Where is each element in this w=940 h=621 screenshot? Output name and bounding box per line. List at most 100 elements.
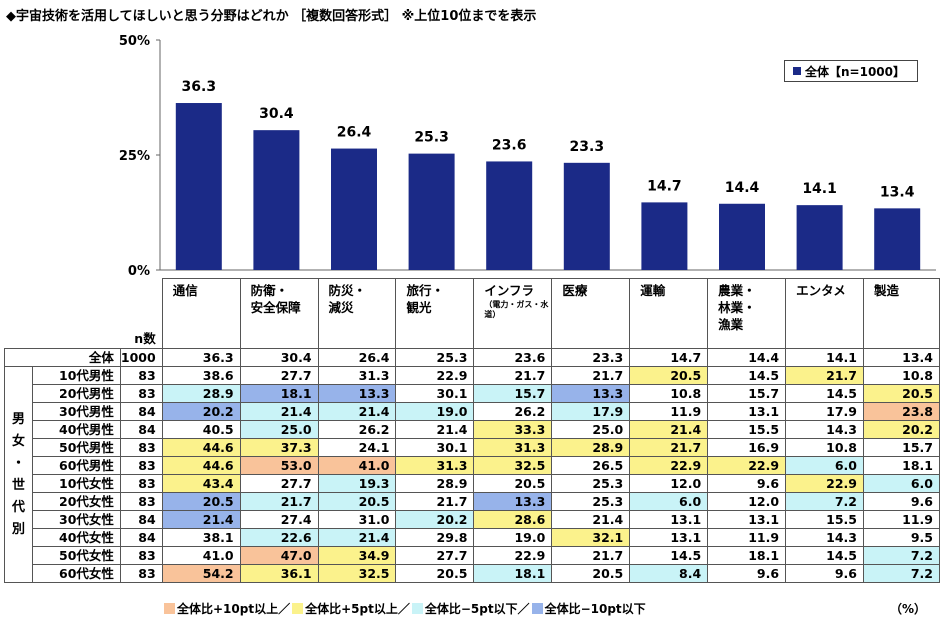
column-header-line: 運輸	[640, 283, 666, 298]
group-label: 男女・世代別	[4, 366, 33, 583]
table-cell: 25.3	[551, 474, 631, 493]
bar	[486, 161, 533, 270]
table-cell: 32.5	[317, 564, 397, 583]
shading-legend-item: 全体比+5pt以上／	[292, 600, 410, 617]
shading-legend-label: 全体比−5pt以下／	[424, 602, 530, 616]
row-n: 83	[119, 456, 163, 475]
table-cell: 20.2	[395, 510, 475, 529]
column-header: 製造	[863, 278, 940, 349]
column-header-line: 減災	[328, 300, 354, 315]
table-row: 20代女性 83 20.5 21.7 20.5 21.7 13.3 25.3 6.0 12.0 7.…	[5, 492, 940, 511]
column-header: 旅行・ 観光	[395, 278, 475, 349]
table-row: 男女・世代別 10代男性 83 38.6 27.7 31.3 22.9 21.7 21.7 20.…	[4, 366, 940, 583]
bar-chart: 0% 25% 50% 36.3 30.4 26.4 25.3 23.6 23.3 14.7 14.…	[119, 34, 936, 279]
table-cell: 21.7	[239, 492, 319, 511]
bar	[175, 103, 222, 271]
table-cell: 11.9	[707, 528, 787, 547]
row-n: 84	[119, 510, 163, 529]
row-label: 50代女性	[31, 546, 121, 565]
table-cell: 24.1	[317, 438, 397, 457]
table-cell: 21.4	[395, 420, 475, 439]
table-cell: 20.5	[161, 492, 241, 511]
crosstab-table: n数 通信 防衛・ 安全保障 防災・ 減災 旅行・ 観光 インフラ （電力・ガス・水道） 医療 運輸農…	[4, 278, 940, 583]
table-cell: 26.2	[317, 420, 397, 439]
total-row: 全体 1000 36.3 30.4 26.4 25.3 23.6 23.3 14.7 14.4 14…	[4, 348, 940, 367]
table-cell: 10.8	[629, 384, 709, 403]
shading-legend-label: 全体比+5pt以上／	[305, 602, 410, 616]
group-label-char: 男	[11, 411, 25, 427]
bar-value-label: 23.3	[570, 139, 605, 155]
table-cell: 11.9	[629, 402, 709, 421]
chart-legend: 全体【n=1000】	[784, 60, 918, 82]
table-cell: 21.4	[629, 420, 709, 439]
table-cell: 15.7	[863, 438, 940, 457]
table-cell: 21.7	[785, 366, 864, 385]
table-cell: 9.6	[707, 474, 787, 493]
bar-series	[175, 103, 921, 271]
table-cell: 19.3	[317, 474, 397, 493]
column-header-line: 安全保障	[250, 300, 301, 315]
y-tick-label: 25%	[119, 149, 150, 164]
bar-value-label: 14.4	[725, 180, 760, 196]
row-n: 83	[119, 492, 163, 511]
table-cell: 34.9	[317, 546, 397, 565]
row-label: 60代男性	[31, 456, 121, 475]
table-cell: 6.0	[629, 492, 709, 511]
bar-value-label: 23.6	[492, 137, 527, 153]
table-cell: 29.8	[395, 528, 475, 547]
bar	[719, 203, 765, 270]
table-cell: 15.5	[707, 420, 787, 439]
row-label: 40代女性	[31, 528, 121, 547]
bar	[331, 148, 377, 270]
table-cell: 26.5	[551, 456, 631, 475]
row-label: 20代女性	[31, 492, 121, 511]
row-n: 83	[119, 546, 163, 565]
table-cell: 37.3	[239, 438, 319, 457]
column-header-line: 通信	[172, 283, 198, 298]
table-cell: 7.2	[863, 564, 940, 583]
y-tick-label: 0%	[128, 264, 150, 279]
table-cell: 20.5	[473, 474, 553, 493]
column-header: 防衛・ 安全保障	[239, 278, 319, 349]
row-label: 30代女性	[31, 510, 121, 529]
table-cell: 30.1	[395, 384, 475, 403]
table-cell: 13.1	[707, 402, 787, 421]
table-cell: 22.9	[707, 456, 787, 475]
table-row: 30代女性 84 21.4 27.4 31.0 20.2 28.6 21.4 13.1 13.1 1…	[5, 510, 940, 529]
table-cell: 28.9	[161, 384, 241, 403]
table-cell: 20.5	[317, 492, 397, 511]
table-cell: 20.5	[629, 366, 709, 385]
group-label-char: ・	[11, 455, 25, 471]
bar-value-label: 36.3	[182, 79, 217, 95]
row-label: 10代女性	[31, 474, 121, 493]
bar	[563, 162, 610, 270]
table-cell: 22.9	[473, 546, 553, 565]
column-header-line: インフラ	[484, 283, 535, 298]
table-cell: 28.6	[473, 510, 553, 529]
table-cell: 21.7	[629, 438, 709, 457]
table-cell: 14.5	[785, 546, 864, 565]
table-cell: 7.2	[785, 492, 864, 511]
column-header: 通信	[161, 278, 241, 349]
group-label-char: 女	[11, 433, 25, 449]
table-cell: 20.2	[161, 402, 241, 421]
table-cell: 21.4	[239, 402, 319, 421]
column-header-line: エンタメ	[796, 283, 846, 298]
table-cell: 12.0	[629, 474, 709, 493]
table-cell: 13.1	[629, 528, 709, 547]
table-cell: 27.4	[239, 510, 319, 529]
column-header-line: 製造	[874, 283, 900, 298]
table-cell: 33.3	[473, 420, 553, 439]
chart-title: ◆宇宙技術を活用してほしいと思う分野はどれか ［複数回答形式］ ※上位10位まで…	[6, 9, 537, 24]
table-cell: 25.3	[395, 348, 475, 367]
column-header: 医療	[551, 278, 631, 349]
table-cell: 25.0	[239, 420, 319, 439]
table-cell: 13.3	[317, 384, 397, 403]
column-header-line: 防災・	[328, 283, 367, 298]
row-n: 83	[119, 474, 163, 493]
table-cell: 14.3	[785, 420, 864, 439]
table-cell: 21.4	[551, 510, 631, 529]
table-cell: 20.5	[551, 564, 631, 583]
table-cell: 25.0	[551, 420, 631, 439]
group-label-char: 代	[11, 499, 25, 515]
